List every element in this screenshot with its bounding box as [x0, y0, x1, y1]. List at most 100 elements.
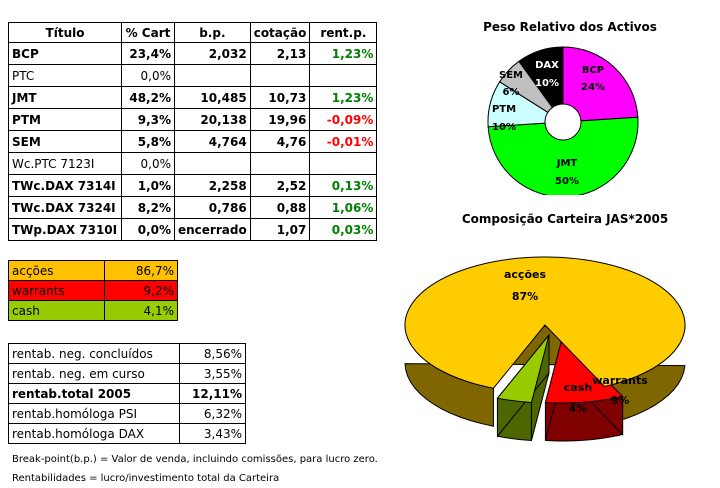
cell-rent	[309, 152, 378, 175]
cell-cotacao: 10,73	[249, 86, 311, 109]
cell-cart: 5,8%	[121, 130, 175, 153]
cell-titulo: PTM	[8, 108, 122, 131]
returns-label: rentab. neg. concluídos	[7, 343, 181, 364]
returns-row: rentab.homóloga DAX 3,43%	[7, 423, 246, 444]
chart2-title: Composição Carteira JAS*2005	[461, 212, 669, 226]
cell-rent: 1,06%	[309, 196, 378, 219]
cell-rent	[309, 64, 378, 87]
returns-row: rentab. neg. em curso 3,55%	[7, 363, 246, 384]
cell-bp: 2,258	[174, 174, 251, 197]
cell-bp: 10,485	[174, 86, 251, 109]
slice-value: 4%	[569, 402, 588, 415]
returns-note: Rentabilidades = lucro/investimento tota…	[12, 473, 280, 484]
slice-value: 9%	[611, 394, 630, 407]
allocation-label: warrants	[7, 280, 106, 301]
header-titulo: Título	[8, 22, 122, 43]
cell-cotacao: 2,52	[249, 174, 311, 197]
allocation-row: acções 86,7%	[7, 260, 178, 281]
cell-titulo: TWc.DAX 7314I	[8, 174, 122, 197]
cell-cart: 48,2%	[121, 86, 175, 109]
assets-donut-chart: BCP 24% JMT 50% PTM 10% SEM 6% DAX 10%	[487, 46, 639, 195]
portfolio-header-row: Título % Cart b.p. cotação rent.p.	[8, 22, 378, 43]
chart1-title: Peso Relativo dos Activos	[483, 20, 657, 34]
table-row: BCP 23,4% 2,032 2,13 1,23%	[8, 42, 378, 65]
returns-row: rentab. neg. concluídos 8,56%	[7, 343, 246, 364]
slice-value: 87%	[512, 290, 538, 303]
cell-cotacao: 19,96	[249, 108, 311, 131]
slice-label: DAX	[535, 60, 559, 71]
cell-cart: 0,0%	[121, 64, 175, 87]
allocation-row: warrants 9,2%	[7, 280, 178, 301]
cell-titulo: Wc.PTC 7123I	[8, 152, 122, 175]
cell-cart: 0,0%	[121, 218, 175, 241]
table-row: TWp.DAX 7310I 0,0% encerrado 1,07 0,03%	[8, 218, 378, 241]
returns-label: rentab.homóloga PSI	[7, 403, 181, 424]
returns-label: rentab.total 2005	[7, 383, 181, 404]
cell-rent: -0,09%	[309, 108, 378, 131]
cell-titulo: PTC	[8, 64, 122, 87]
portfolio-table: Título % Cart b.p. cotação rent.p. BCP 23…	[8, 22, 378, 241]
slice-label: JMT	[556, 158, 578, 169]
cell-cotacao: 1,07	[249, 218, 311, 241]
slice-bcp	[562, 46, 639, 122]
slice-label: warrants	[592, 374, 648, 387]
header-bp: b.p.	[174, 22, 251, 43]
returns-row: rentab.homóloga PSI 6,32%	[7, 403, 246, 424]
cell-titulo: SEM	[8, 130, 122, 153]
cell-titulo: BCP	[8, 42, 122, 65]
allocation-label: cash	[7, 300, 106, 321]
table-row: JMT 48,2% 10,485 10,73 1,23%	[8, 86, 378, 109]
slice-label: acções	[504, 268, 546, 281]
cell-bp: 4,764	[174, 130, 251, 153]
cell-bp	[174, 64, 251, 87]
slice-label: cash	[564, 381, 592, 394]
cell-rent: 0,03%	[309, 218, 378, 241]
portfolio-composition-chart: acções 87% warrants 9% cash 4%	[404, 256, 686, 442]
returns-value: 8,56%	[179, 343, 246, 364]
cell-cotacao: 4,76	[249, 130, 311, 153]
returns-value: 3,43%	[179, 423, 246, 444]
header-rent: rent.p.	[309, 22, 378, 43]
cell-bp: 20,138	[174, 108, 251, 131]
cell-bp: 2,032	[174, 42, 251, 65]
cell-titulo: JMT	[8, 86, 122, 109]
header-cart: % Cart	[121, 22, 175, 43]
allocation-value: 4,1%	[104, 300, 178, 321]
slice-warrants	[544, 334, 624, 404]
slice-label: PTM	[492, 104, 516, 115]
cell-rent: -0,01%	[309, 130, 378, 153]
slice-dax	[518, 46, 564, 109]
slice-value: 24%	[581, 82, 605, 93]
cell-cart: 8,2%	[121, 196, 175, 219]
breakpoint-note: Break-point(b.p.) = Valor de venda, incl…	[12, 454, 378, 465]
cell-cart: 9,3%	[121, 108, 175, 131]
table-row: TWc.DAX 7314I 1,0% 2,258 2,52 0,13%	[8, 174, 378, 197]
returns-label: rentab. neg. em curso	[7, 363, 181, 384]
slice-jmt	[487, 116, 639, 195]
table-row: Wc.PTC 7123I 0,0%	[8, 152, 378, 175]
slice-label: BCP	[582, 65, 604, 76]
allocation-table: acções 86,7% warrants 9,2% cash 4,1%	[7, 260, 178, 321]
header-cotacao: cotação	[249, 22, 311, 43]
cell-cart: 1,0%	[121, 174, 175, 197]
returns-value: 12,11%	[179, 383, 246, 404]
cell-cart: 23,4%	[121, 42, 175, 65]
returns-table: rentab. neg. concluídos 8,56% rentab. neg.…	[7, 343, 246, 444]
cell-cotacao: 2,13	[249, 42, 311, 65]
slice-value: 50%	[555, 176, 579, 187]
allocation-label: acções	[7, 260, 106, 281]
table-row: PTC 0,0%	[8, 64, 378, 87]
returns-value: 6,32%	[179, 403, 246, 424]
cell-bp: 0,786	[174, 196, 251, 219]
cell-rent: 0,13%	[309, 174, 378, 197]
cell-bp: encerrado	[174, 218, 251, 241]
allocation-value: 9,2%	[104, 280, 178, 301]
cell-bp	[174, 152, 251, 175]
table-row: PTM 9,3% 20,138 19,96 -0,09%	[8, 108, 378, 131]
allocation-value: 86,7%	[104, 260, 178, 281]
cell-rent: 1,23%	[309, 42, 378, 65]
table-row: SEM 5,8% 4,764 4,76 -0,01%	[8, 130, 378, 153]
cell-cart: 0,0%	[121, 152, 175, 175]
slice-cash	[496, 334, 550, 403]
returns-row: rentab.total 2005 12,11%	[7, 383, 246, 404]
